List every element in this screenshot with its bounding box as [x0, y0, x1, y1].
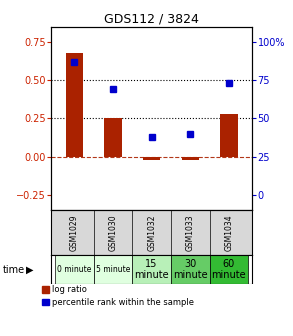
Text: GSM1030: GSM1030 — [108, 214, 117, 251]
Title: GDS112 / 3824: GDS112 / 3824 — [104, 13, 199, 26]
Bar — [94, 255, 132, 284]
Bar — [55, 255, 94, 284]
Bar — [132, 255, 171, 284]
Bar — [209, 255, 248, 284]
Bar — [171, 255, 209, 284]
Bar — [66, 53, 83, 157]
Text: 60
minute: 60 minute — [212, 259, 246, 281]
Bar — [104, 119, 122, 157]
Text: 5 minute: 5 minute — [96, 265, 130, 274]
Text: GSM1029: GSM1029 — [70, 214, 79, 251]
Bar — [182, 157, 199, 160]
Text: GSM1034: GSM1034 — [224, 214, 233, 251]
Text: time: time — [3, 265, 25, 275]
Bar — [143, 157, 160, 160]
Text: GSM1033: GSM1033 — [186, 214, 195, 251]
Text: 30
minute: 30 minute — [173, 259, 207, 281]
Text: ▶: ▶ — [26, 265, 34, 275]
Text: GSM1032: GSM1032 — [147, 214, 156, 251]
Text: 15
minute: 15 minute — [134, 259, 169, 281]
Text: 0 minute: 0 minute — [57, 265, 92, 274]
Legend: log ratio, percentile rank within the sample: log ratio, percentile rank within the sa… — [42, 286, 194, 307]
Bar — [220, 114, 238, 157]
